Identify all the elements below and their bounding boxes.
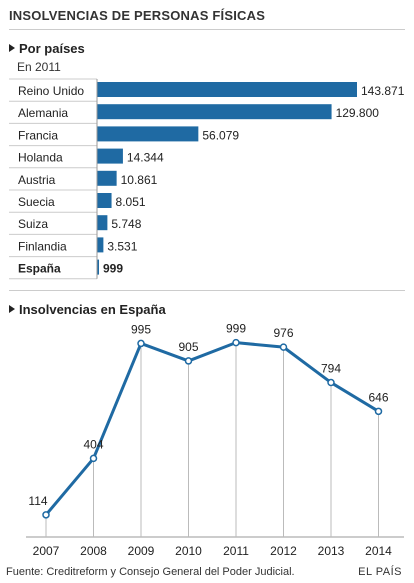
x-tick-label: 2013 bbox=[318, 544, 345, 558]
data-label: 905 bbox=[178, 340, 198, 354]
source-note: Fuente: Creditreform y Consejo General d… bbox=[6, 566, 295, 578]
data-point bbox=[89, 454, 98, 463]
data-label: 794 bbox=[321, 362, 341, 376]
category-label: Reino Unido bbox=[18, 84, 84, 98]
category-label: España bbox=[18, 262, 61, 276]
bar bbox=[97, 259, 99, 275]
bar bbox=[97, 148, 123, 164]
category-label: Holanda bbox=[18, 151, 63, 165]
data-point bbox=[137, 339, 145, 348]
x-tick-label: 2011 bbox=[223, 544, 249, 558]
category-label: Finlandia bbox=[18, 239, 67, 253]
category-label: Alemania bbox=[18, 106, 68, 120]
bar-section-title: Por países bbox=[19, 41, 85, 56]
x-tick-label: 2008 bbox=[80, 544, 107, 558]
category-label: Austria bbox=[18, 173, 56, 187]
data-label: 999 bbox=[226, 322, 246, 336]
bar bbox=[97, 104, 332, 120]
data-label: 646 bbox=[368, 390, 388, 404]
x-tick-label: 2012 bbox=[270, 544, 297, 558]
series-line bbox=[44, 341, 380, 517]
data-label: 999 bbox=[103, 262, 123, 276]
data-label: 404 bbox=[83, 437, 103, 451]
data-point bbox=[374, 407, 383, 416]
data-point bbox=[184, 357, 193, 365]
bar bbox=[97, 237, 104, 253]
x-tick-label: 2010 bbox=[175, 544, 202, 558]
data-point bbox=[279, 343, 288, 351]
data-label: 14.344 bbox=[127, 151, 164, 165]
bar bbox=[97, 126, 199, 142]
data-label: 3.531 bbox=[107, 239, 137, 253]
line-section-heading: Insolvencias en España bbox=[9, 302, 166, 317]
data-label: 143.871 bbox=[361, 84, 405, 98]
brand-label: EL PAÍS bbox=[358, 566, 402, 578]
data-label: 56.079 bbox=[202, 128, 239, 142]
data-label: 8.051 bbox=[116, 195, 146, 209]
bar bbox=[97, 170, 117, 186]
bar bbox=[97, 193, 112, 208]
line-section-title: Insolvencias en España bbox=[19, 302, 166, 317]
section-divider bbox=[9, 290, 405, 291]
title-divider bbox=[9, 29, 405, 30]
data-label: 129.800 bbox=[336, 106, 380, 120]
data-label: 5.748 bbox=[111, 217, 141, 231]
data-label: 10.861 bbox=[121, 173, 158, 187]
x-tick-label: 2009 bbox=[128, 544, 155, 558]
category-label: Francia bbox=[18, 128, 58, 142]
data-point bbox=[232, 338, 240, 347]
data-label: 976 bbox=[273, 326, 293, 340]
bar-section-subtitle: En 2011 bbox=[17, 60, 61, 74]
x-tick-label: 2007 bbox=[33, 544, 60, 558]
data-point bbox=[327, 378, 335, 387]
chart-title: INSOLVENCIAS DE PERSONAS FÍSICAS bbox=[9, 8, 266, 23]
triangle-bullet-icon bbox=[9, 44, 15, 52]
data-label: 995 bbox=[131, 322, 151, 336]
bar-section-heading: Por países bbox=[9, 41, 85, 56]
x-tick-label: 2014 bbox=[365, 544, 392, 558]
bar bbox=[97, 82, 357, 97]
category-label: Suiza bbox=[18, 217, 48, 231]
category-label: Suecia bbox=[18, 195, 55, 209]
data-label: 114 bbox=[28, 494, 47, 508]
country-bar-chart: Reino Unido 143.871 Alemania 129.800 Francia… bbox=[9, 78, 405, 280]
triangle-bullet-icon bbox=[9, 305, 15, 313]
data-point bbox=[42, 511, 50, 519]
bar bbox=[97, 215, 108, 231]
